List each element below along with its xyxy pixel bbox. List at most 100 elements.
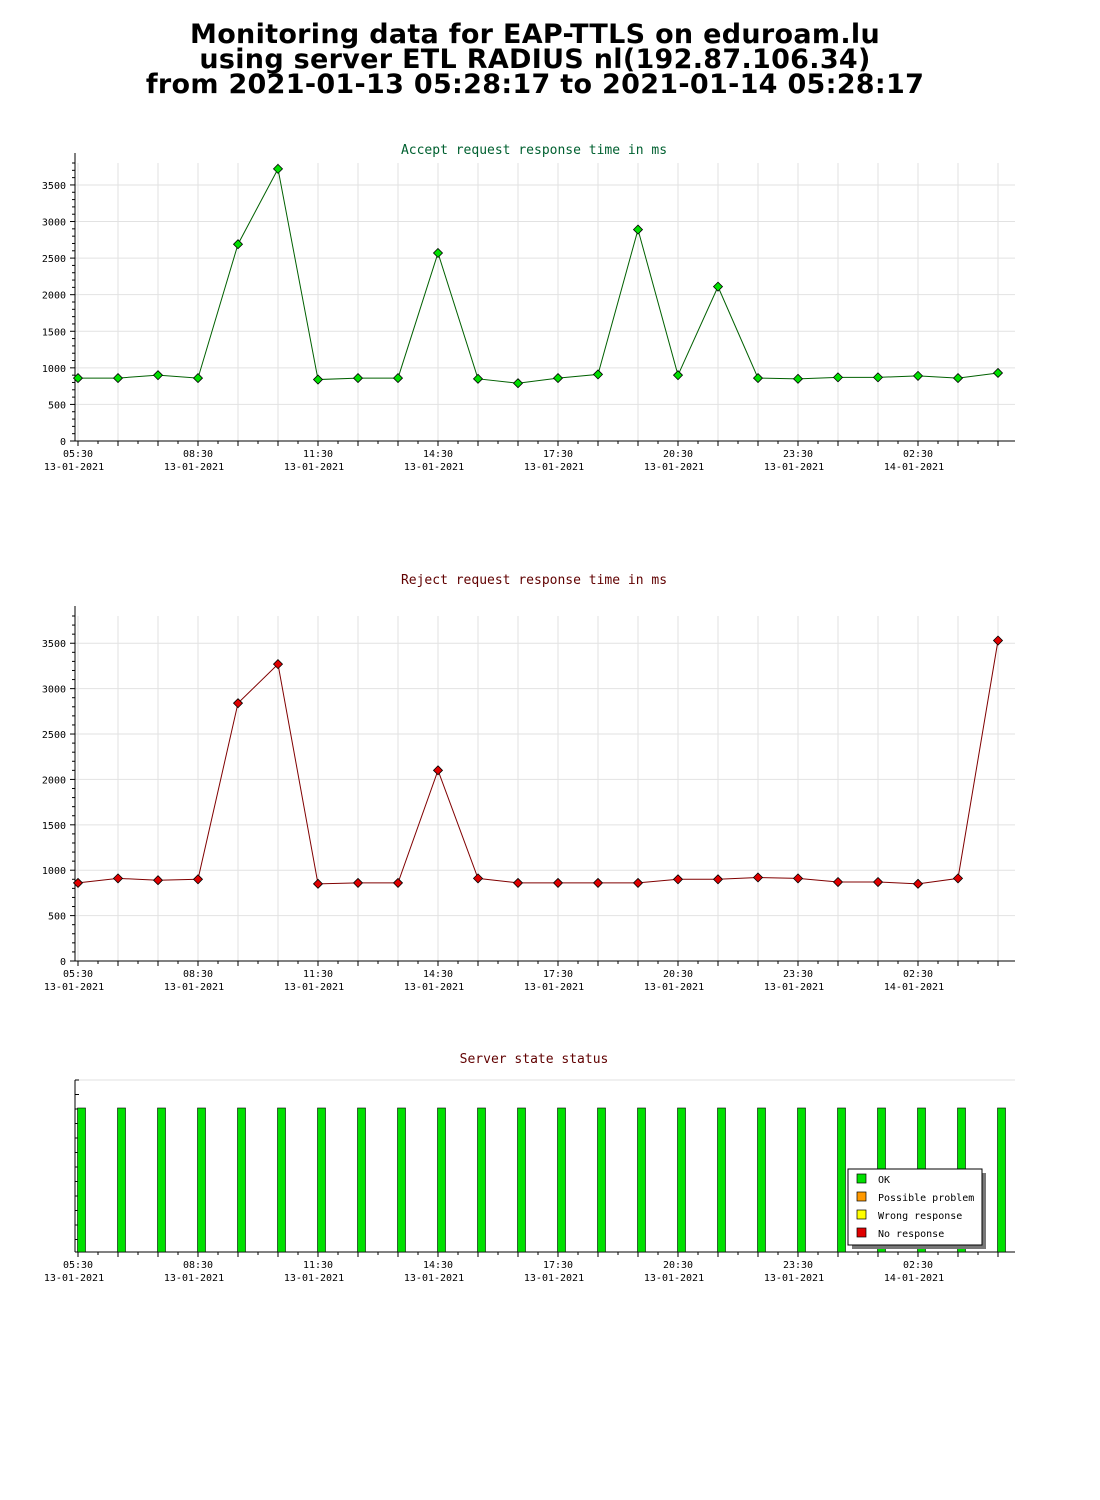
y-tick-label: 2000	[42, 291, 66, 302]
status-bar	[357, 1107, 366, 1253]
x-tick-label-date: 14-01-2021	[884, 1273, 944, 1284]
x-tick-label-date: 13-01-2021	[404, 982, 464, 993]
y-tick-label: 500	[48, 400, 66, 411]
x-tick-label-time: 17:30	[543, 1260, 573, 1271]
x-tick-label-time: 02:30	[903, 1260, 933, 1271]
y-tick-label: 2000	[42, 775, 66, 786]
x-tick-label-time: 08:30	[183, 1260, 213, 1271]
data-point	[872, 876, 884, 888]
data-point	[792, 873, 804, 884]
x-tick-label-date: 13-01-2021	[284, 982, 344, 993]
accept-chart-title: Accept request response time in ms	[401, 143, 667, 158]
status-bar	[157, 1107, 166, 1253]
x-tick-label-date: 13-01-2021	[404, 1273, 464, 1284]
data-point	[112, 873, 124, 884]
x-tick-label-date: 13-01-2021	[764, 1273, 824, 1284]
data-point	[712, 281, 724, 292]
data-point	[552, 877, 564, 888]
data-point	[192, 874, 204, 885]
data-point	[432, 765, 444, 776]
status-bar	[557, 1107, 566, 1253]
status-bar	[517, 1107, 526, 1253]
data-point	[72, 373, 84, 384]
x-tick-label-time: 05:30	[63, 969, 93, 980]
x-tick-label-time: 05:30	[63, 449, 93, 460]
data-point	[992, 367, 1004, 379]
title-line-2: using server ETL RADIUS nl(192.87.106.34…	[199, 44, 871, 75]
legend-label: No response	[878, 1229, 944, 1240]
status-bar	[197, 1107, 206, 1253]
x-tick-label-date: 13-01-2021	[764, 462, 824, 473]
data-point	[432, 247, 444, 259]
reject-response-chart: Reject request response time in ms 0 500 1…	[42, 573, 1015, 993]
status-bar	[597, 1107, 606, 1253]
x-tick-label-time: 20:30	[663, 449, 693, 460]
series-line	[78, 167, 999, 384]
x-tick-label-date: 13-01-2021	[524, 462, 584, 473]
status-bar	[757, 1107, 766, 1253]
status-chart-title: Server state status	[460, 1052, 609, 1067]
data-point	[552, 373, 564, 384]
y-tick-label: 2500	[42, 730, 66, 741]
x-tick-label-time: 14:30	[423, 1260, 453, 1271]
x-tick-label-time: 02:30	[903, 969, 933, 980]
x-tick-label-date: 13-01-2021	[644, 462, 704, 473]
x-tick-label-time: 14:30	[423, 969, 453, 980]
data-point	[512, 378, 524, 389]
data-point	[312, 878, 324, 889]
status-bar	[997, 1107, 1006, 1253]
legend-swatch	[856, 1227, 867, 1238]
status-legend: OK Possible problem Wrong response No respo…	[847, 1168, 986, 1249]
x-tick-label-time: 08:30	[183, 449, 213, 460]
x-tick-label-date: 13-01-2021	[44, 1273, 104, 1284]
status-bar	[277, 1107, 286, 1253]
x-tick-label-time: 11:30	[303, 449, 333, 460]
x-tick-label-date: 13-01-2021	[524, 1273, 584, 1284]
x-tick-label-date: 13-01-2021	[284, 462, 344, 473]
x-tick-label-time: 23:30	[783, 969, 813, 980]
status-bar	[237, 1107, 246, 1253]
status-bar	[77, 1107, 86, 1253]
y-tick-label: 2500	[42, 254, 66, 265]
x-tick-label-time: 23:30	[783, 449, 813, 460]
data-point	[272, 659, 284, 670]
y-tick-label: 1000	[42, 866, 66, 877]
status-bar	[317, 1107, 326, 1253]
y-tick-label: 3500	[42, 639, 66, 650]
data-point	[472, 873, 484, 884]
y-tick-label: 1500	[42, 821, 66, 832]
data-point	[232, 239, 244, 250]
data-point	[392, 373, 404, 384]
data-point	[912, 370, 924, 381]
data-point	[752, 373, 764, 384]
data-point	[592, 877, 604, 888]
data-point	[312, 374, 324, 385]
data-point	[632, 877, 644, 888]
legend-swatch	[856, 1191, 867, 1202]
x-tick-label-date: 13-01-2021	[164, 982, 224, 993]
data-point	[112, 373, 124, 384]
data-point	[912, 878, 924, 889]
data-point	[352, 877, 364, 888]
data-point	[392, 877, 404, 888]
x-tick-label-time: 14:30	[423, 449, 453, 460]
status-bar	[117, 1107, 126, 1253]
x-tick-label-time: 11:30	[303, 1260, 333, 1271]
data-point	[152, 875, 164, 886]
data-point	[832, 372, 844, 383]
x-tick-label-time: 02:30	[903, 449, 933, 460]
title-line-3: from 2021-01-13 05:28:17 to 2021-01-14 0…	[145, 69, 925, 100]
title-line-1: Monitoring data for EAP-TTLS on eduroam.…	[190, 19, 880, 50]
series-line	[77, 640, 999, 885]
x-tick-label-date: 13-01-2021	[404, 462, 464, 473]
page-title: Monitoring data for EAP-TTLS on eduroam.…	[0, 19, 1070, 100]
data-point	[672, 874, 684, 885]
reject-chart-title: Reject request response time in ms	[401, 573, 667, 588]
data-point	[72, 877, 84, 888]
data-point	[232, 698, 244, 709]
data-point	[472, 373, 484, 384]
x-tick-label-time: 20:30	[663, 969, 693, 980]
server-status-chart: Server state status 05:30 13-01-2021 08:30…	[44, 1052, 1015, 1284]
data-point	[512, 877, 524, 888]
